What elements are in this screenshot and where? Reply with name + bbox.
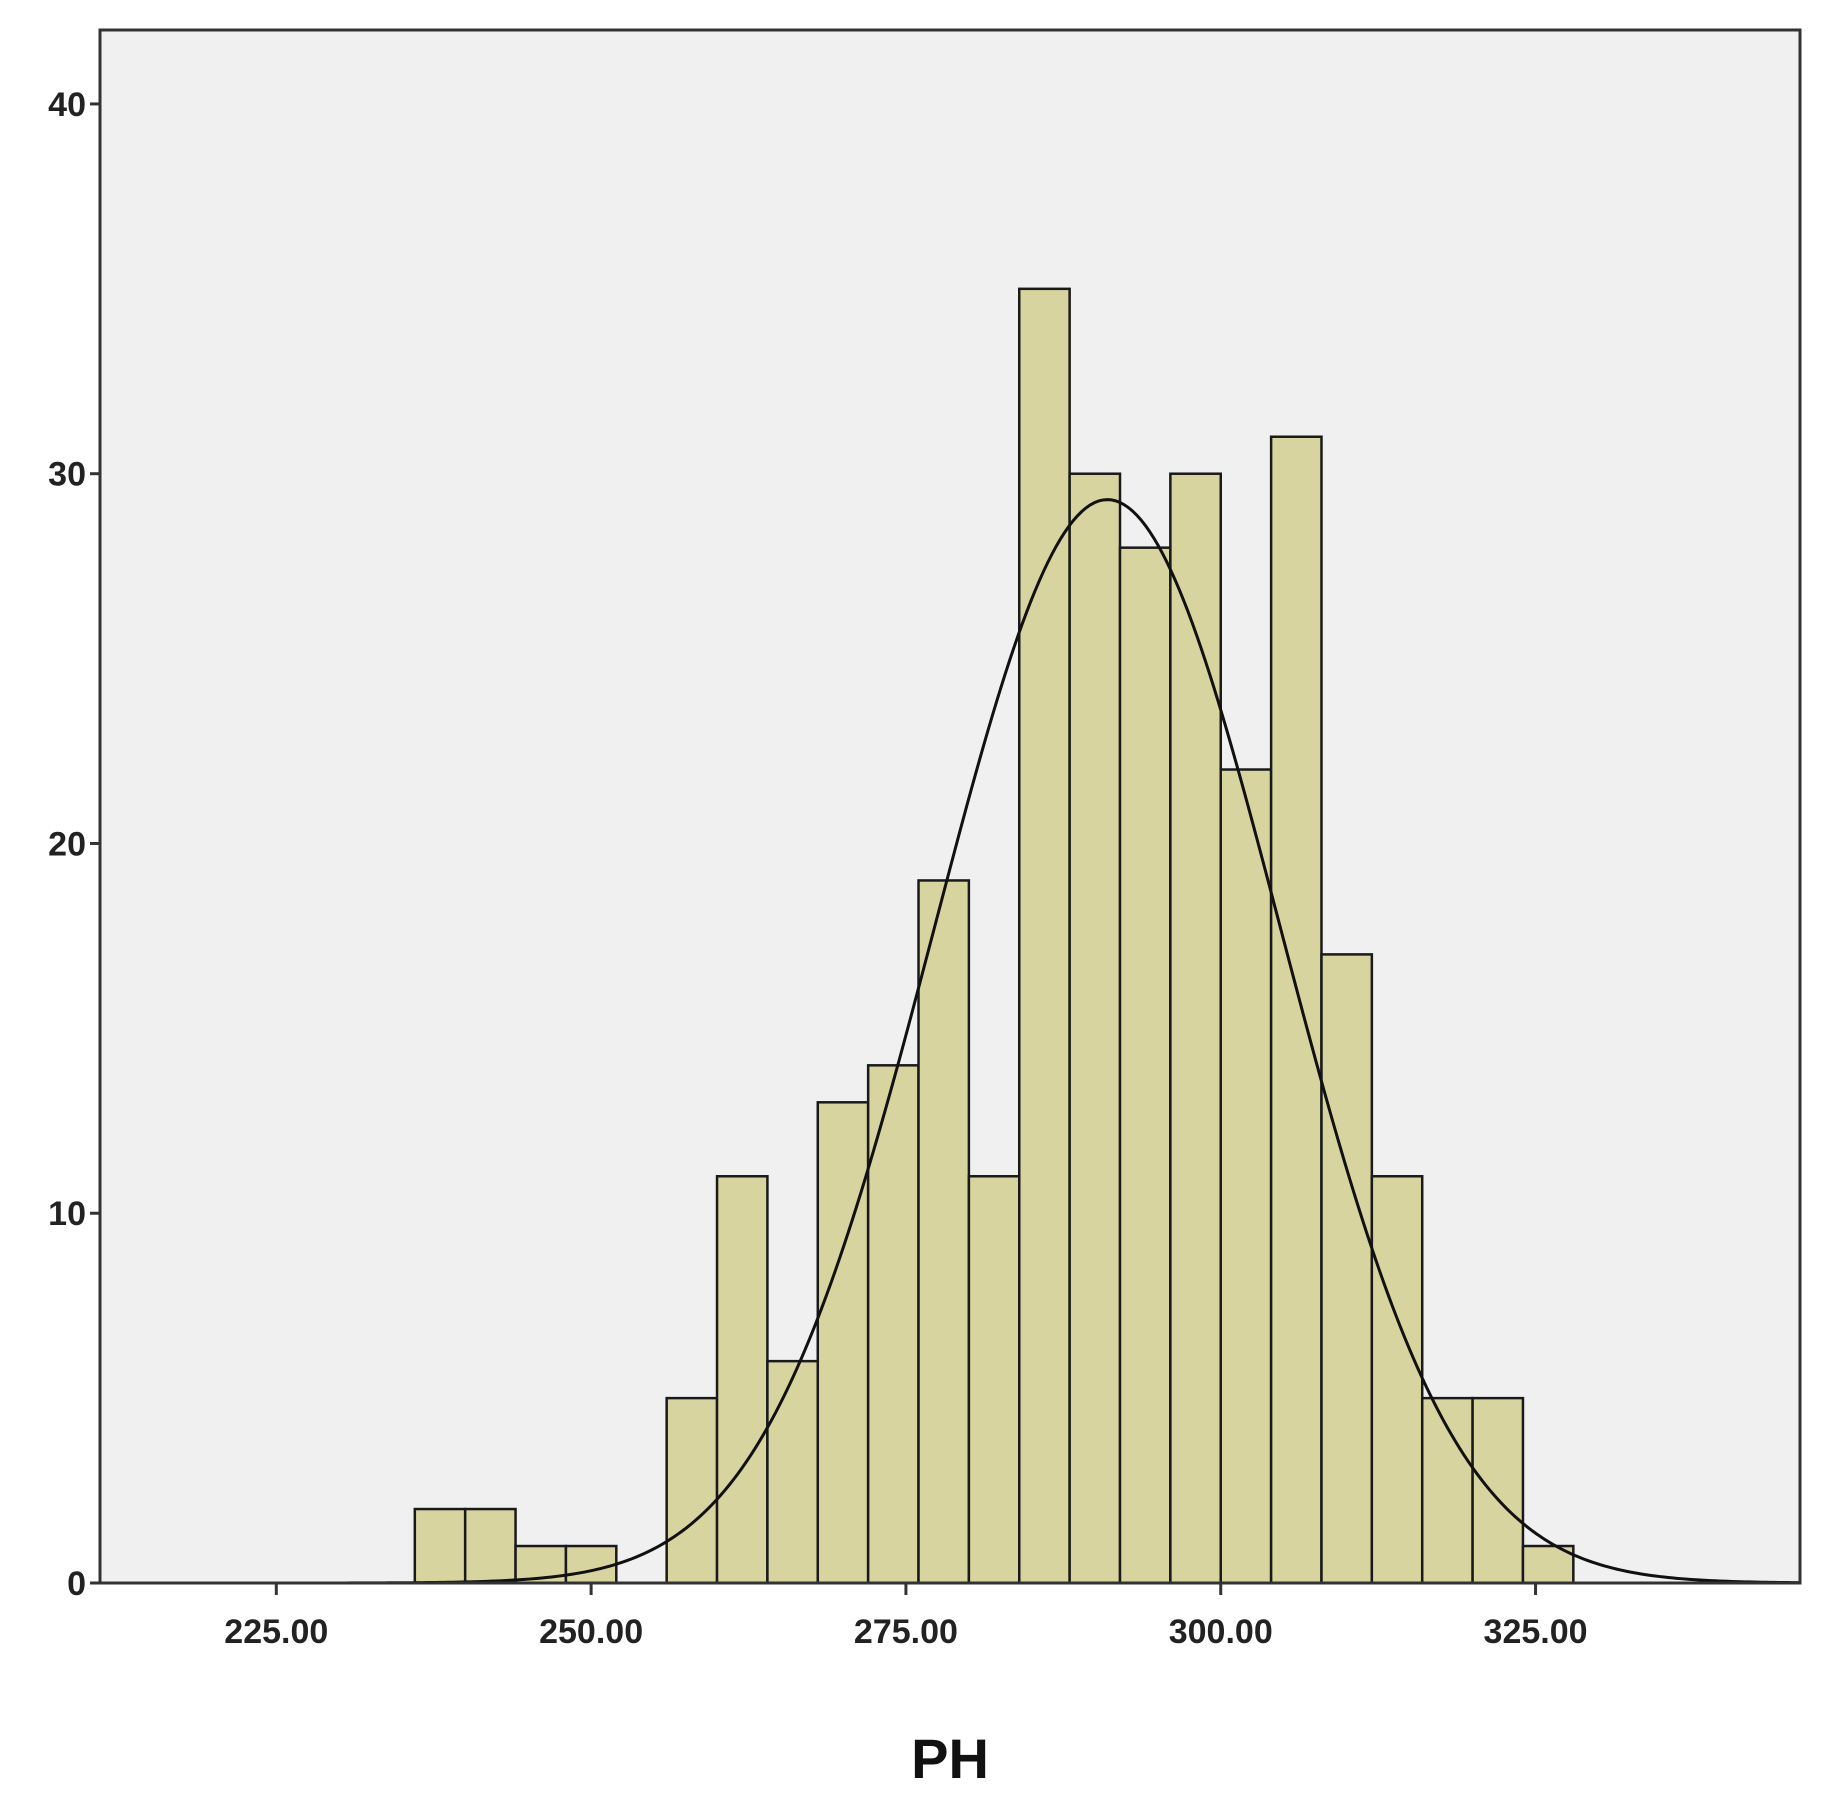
y-tick-label: 0 [67,1565,86,1603]
histogram-bar [665,1396,719,1585]
y-tick-label: 30 [48,456,86,494]
histogram-bar [766,1359,820,1585]
plot-frame [98,28,1802,1585]
y-tick-label: 20 [48,825,86,863]
histogram-bar [1471,1396,1525,1585]
histogram-bars [100,287,1800,1585]
x-tick-label: 300.00 [1169,1613,1273,1651]
histogram-bar [1269,435,1323,1585]
histogram-bar [1068,472,1122,1585]
x-axis: 225.00 250.00 275.00 300.00 325.00 [224,1583,1588,1651]
y-tick-label: 10 [48,1195,86,1233]
histogram-bar [967,1175,1021,1585]
histogram-bar [715,1175,769,1585]
histogram-bar [1370,1175,1424,1585]
x-tick-label: 275.00 [854,1613,958,1651]
y-tick-label: 40 [48,86,86,124]
histogram-bar [1219,768,1273,1585]
histogram-bar [1169,472,1222,1585]
x-tick-label: 325.00 [1484,1613,1588,1651]
x-tick-label: 250.00 [539,1613,643,1651]
histogram-bar [1320,953,1374,1585]
histogram-bar [917,879,971,1585]
histogram-bar [816,1101,870,1585]
x-tick-label: 225.00 [224,1613,328,1651]
histogram-bar [1018,287,1071,1585]
histogram-bar [413,1507,467,1585]
histogram-bar [564,1544,618,1585]
histogram-bar [463,1507,517,1585]
y-axis: 0 10 20 30 40 [48,86,100,1603]
x-axis-title: PH [911,1727,989,1790]
histogram-bar [866,1064,920,1585]
histogram-bar [1118,546,1172,1585]
